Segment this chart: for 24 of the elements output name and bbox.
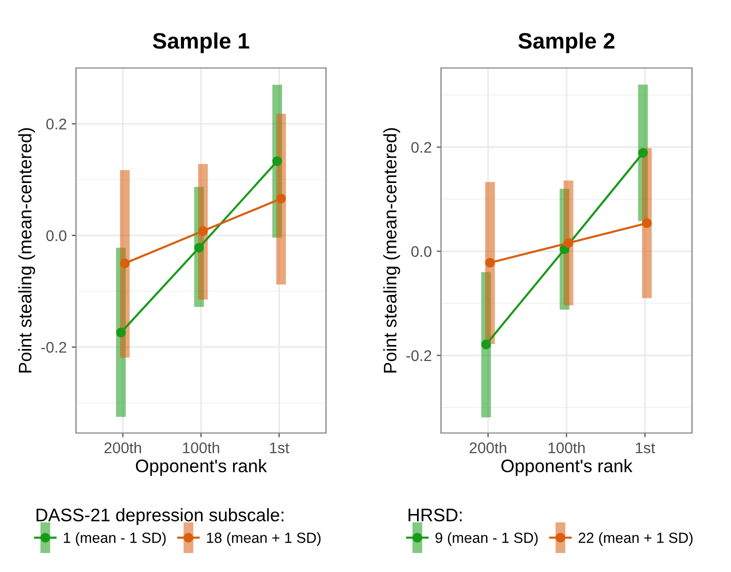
x-tick-label: 200th [470,442,506,454]
chart-title: Sample 1 [152,32,250,54]
y-tick-label: -0.2 [406,350,432,362]
chart-title: Sample 2 [518,32,614,54]
legend-label: 18 (mean + 1 SD) [207,532,321,546]
y-tick-label: 0.0 [411,246,432,257]
y-tick-label: 0.0 [46,230,66,242]
y-axis-title: Point stealing (mean-centered) [18,128,36,372]
x-tick-label: 1st [636,442,656,454]
y-axis-title: Point stealing (mean-centered) [383,128,400,372]
legend-title: HRSD: [408,508,462,522]
y-tick-label: 0.2 [46,118,66,130]
x-tick-label: 100th [183,442,220,454]
y-tick-label: 0.2 [411,142,432,153]
x-tick-label: 1st [270,442,290,454]
legend-label: 1 (mean - 1 SD) [64,532,166,546]
legend-title: DASS-21 depression subscale: [36,508,284,525]
x-axis-title: Opponent's rank [501,459,632,476]
legend-label: 9 (mean - 1 SD) [436,532,538,546]
legend-label: 22 (mean + 1 SD) [578,532,693,546]
x-axis-title: Opponent's rank [136,459,267,476]
x-tick-label: 100th [548,442,585,454]
y-tick-label: -0.2 [41,342,66,353]
x-tick-label: 200th [104,442,141,454]
